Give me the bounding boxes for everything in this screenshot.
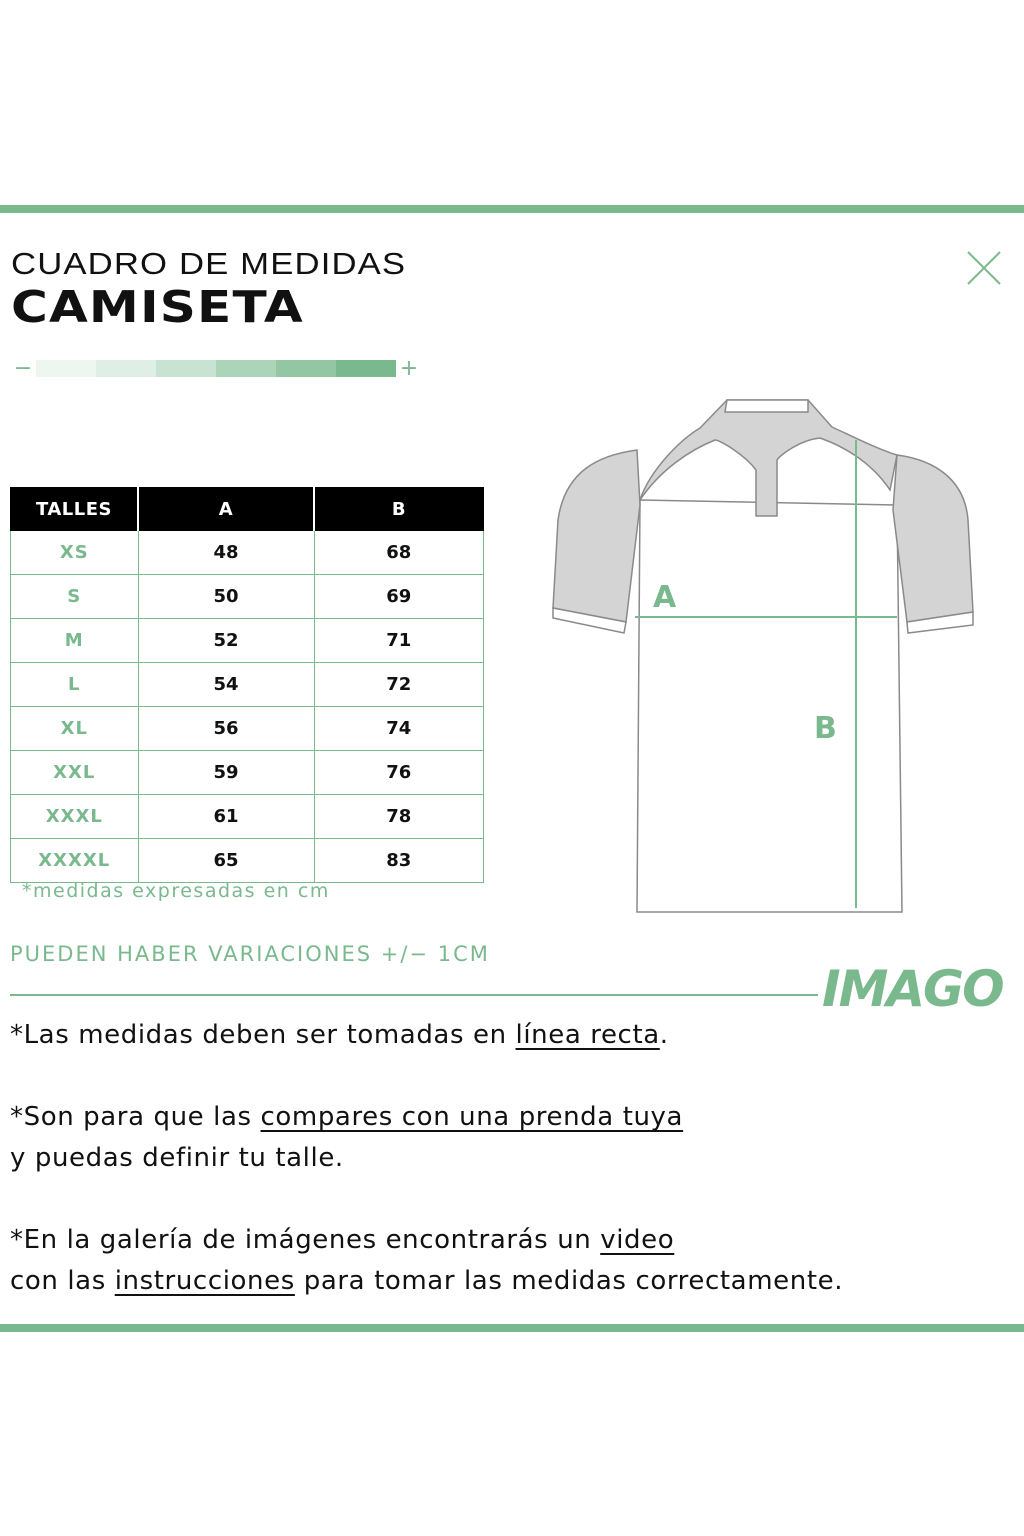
cell-size: XXXXL <box>10 838 139 883</box>
table-row: XL 56 74 <box>10 706 484 751</box>
scale-segment <box>276 360 336 377</box>
cell-b: 68 <box>313 530 484 575</box>
top-accent-bar <box>0 205 1024 213</box>
label-b: B <box>814 711 837 746</box>
cell-a: 59 <box>137 750 315 795</box>
cell-a: 48 <box>137 530 315 575</box>
link-compares[interactable]: compares con una prenda tuya <box>260 1102 684 1132</box>
text: con las <box>10 1266 115 1296</box>
header-a: A <box>137 487 315 531</box>
header-talles: TALLES <box>10 487 139 531</box>
fit-scale: − + <box>10 356 422 381</box>
divider <box>10 994 818 996</box>
size-table: TALLES A B XS 48 68 S 50 69 M 52 71 L 54 72 XL 56 74 XX… <box>10 487 484 883</box>
collar <box>724 399 809 413</box>
text: *Son para que las <box>10 1102 261 1132</box>
scale-segment <box>36 360 96 377</box>
text: *En la galería de imágenes encontrarás u… <box>10 1225 601 1255</box>
right-cuff <box>906 611 974 634</box>
text: *Las medidas deben ser tomadas en <box>10 1020 516 1050</box>
link-instrucciones[interactable]: instrucciones <box>114 1266 295 1296</box>
cell-b: 83 <box>313 838 484 883</box>
brand-logo: IMAGO <box>822 960 1005 1018</box>
table-row: S 50 69 <box>10 574 484 619</box>
table-row: M 52 71 <box>10 618 484 663</box>
chart-subtitle: CUADRO DE MEDIDAS <box>11 246 407 281</box>
cell-size: S <box>10 574 139 619</box>
page-title: CAMISETA <box>11 282 304 333</box>
shirt-diagram: A B <box>552 399 974 913</box>
table-row: XS 48 68 <box>10 530 484 575</box>
units-note: *medidas expresadas en cm <box>22 880 330 902</box>
minus-icon: − <box>13 356 33 381</box>
cell-b: 74 <box>313 706 484 751</box>
link-video[interactable]: video <box>600 1225 675 1255</box>
table-row: L 54 72 <box>10 662 484 707</box>
instruction-1: *Las medidas deben ser tomadas en línea … <box>10 1020 669 1050</box>
instruction-3b: con las instrucciones para tomar las med… <box>10 1266 843 1296</box>
cell-a: 52 <box>137 618 315 663</box>
table-row: XXL 59 76 <box>10 750 484 795</box>
header-b: B <box>313 487 484 531</box>
scale-segment <box>216 360 276 377</box>
cell-b: 76 <box>313 750 484 795</box>
label-a: A <box>653 580 677 615</box>
variations-note: PUEDEN HABER VARIACIONES +/− 1CM <box>10 942 490 966</box>
instruction-3: *En la galería de imágenes encontrarás u… <box>10 1225 674 1255</box>
right-sleeve <box>892 454 974 623</box>
scale-segment <box>336 360 396 377</box>
cell-size: XL <box>10 706 139 751</box>
cell-b: 69 <box>313 574 484 619</box>
instruction-2: *Son para que las compares con una prend… <box>10 1102 683 1132</box>
close-icon[interactable] <box>964 248 1004 288</box>
left-cuff <box>552 607 627 634</box>
left-sleeve <box>552 449 641 623</box>
bottom-accent-bar <box>0 1324 1024 1332</box>
cell-size: M <box>10 618 139 663</box>
table-row: XXXL 61 78 <box>10 794 484 839</box>
link-linea-recta[interactable]: línea recta <box>515 1020 660 1050</box>
text: . <box>659 1020 669 1050</box>
scale-segment <box>96 360 156 377</box>
text: para tomar las medidas correctamente. <box>294 1266 844 1296</box>
cell-size: XXXL <box>10 794 139 839</box>
cell-a: 56 <box>137 706 315 751</box>
cell-a: 50 <box>137 574 315 619</box>
yoke <box>639 399 898 517</box>
table-row: XXXXL 65 83 <box>10 838 484 883</box>
plus-icon: + <box>399 356 419 381</box>
cell-a: 65 <box>137 838 315 883</box>
cell-b: 72 <box>313 662 484 707</box>
scale-segment <box>156 360 216 377</box>
shirt-body <box>636 499 903 913</box>
instruction-2b: y puedas definir tu talle. <box>10 1143 344 1173</box>
